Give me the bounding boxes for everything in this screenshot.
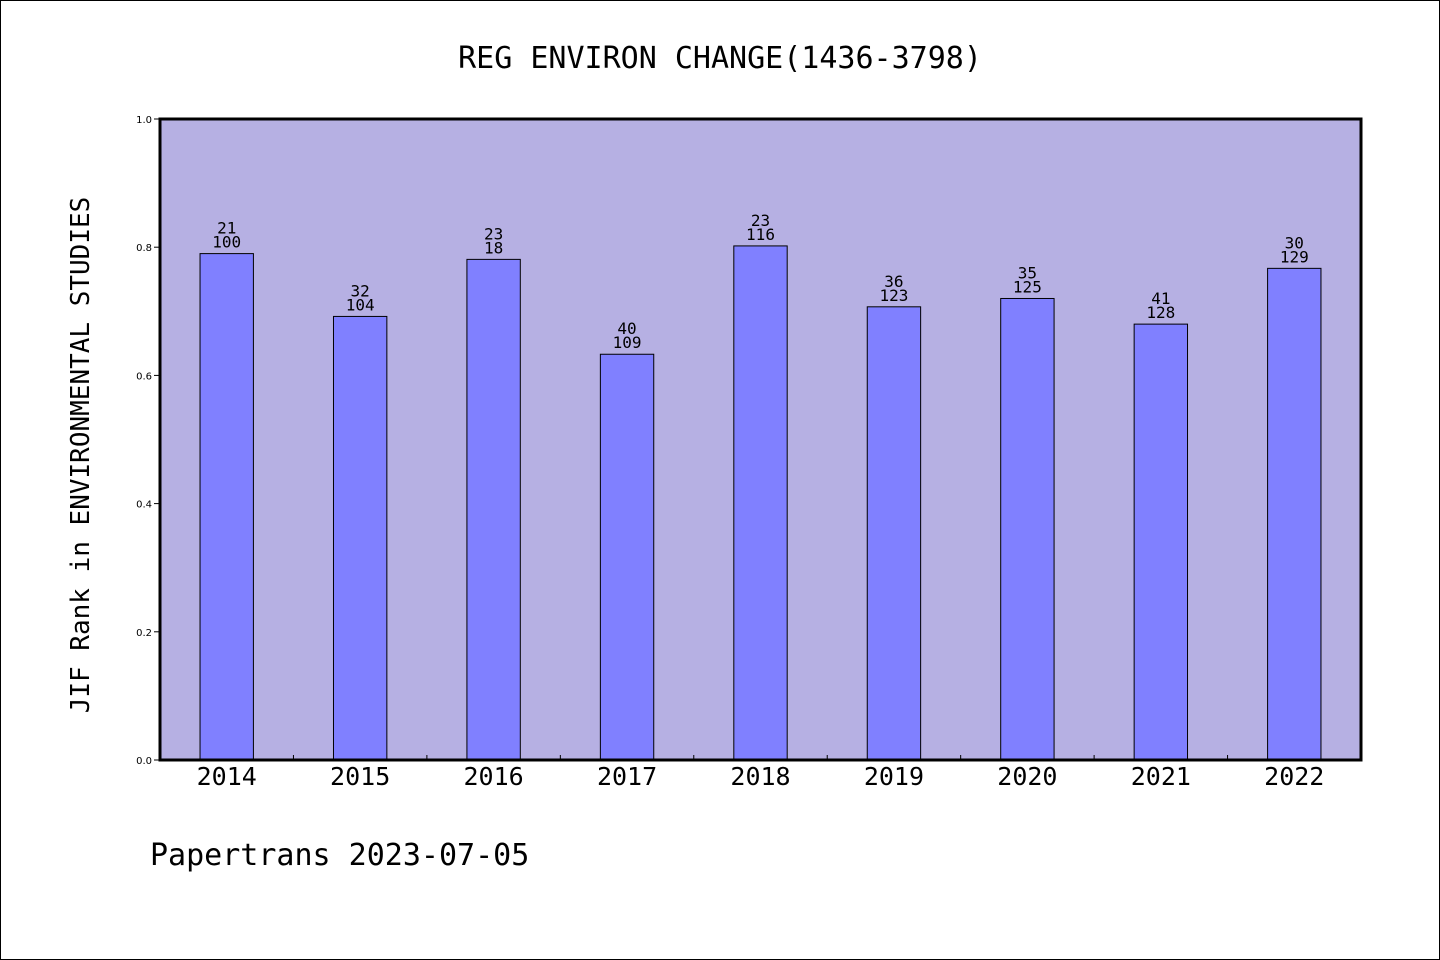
footer-credit: Papertrans 2023-07-05 bbox=[150, 838, 529, 873]
bar-2018 bbox=[733, 245, 788, 761]
bar-label-bottom-2017: 109 bbox=[613, 333, 642, 352]
y-tick-label: 0.4 bbox=[136, 500, 152, 511]
x-tick-label-2022: 2022 bbox=[1264, 762, 1324, 791]
x-tick-label-2014: 2014 bbox=[197, 762, 257, 791]
bar-2022 bbox=[1267, 267, 1322, 761]
y-tick-label: 0.8 bbox=[136, 243, 152, 254]
bar-2017 bbox=[599, 353, 655, 761]
bar-2021 bbox=[1133, 323, 1189, 761]
bar-label-top-2020: 35 bbox=[1018, 263, 1037, 282]
bar-label-bottom-2018: 116 bbox=[746, 225, 775, 244]
bar-2015 bbox=[332, 315, 388, 761]
y-tick-label: 0.0 bbox=[136, 756, 152, 767]
bar-label-bottom-2020: 125 bbox=[1013, 277, 1042, 296]
bar-label-top-2014: 21 bbox=[217, 219, 236, 238]
bar-label-bottom-2016: 18 bbox=[484, 238, 503, 257]
bar-label-top-2015: 32 bbox=[351, 281, 370, 300]
x-tick-label-2017: 2017 bbox=[597, 762, 657, 791]
bar-label-top-2016: 23 bbox=[484, 224, 503, 243]
bar-label-top-2022: 30 bbox=[1285, 233, 1304, 252]
plot-frame bbox=[158, 117, 1363, 762]
x-tick-label-2019: 2019 bbox=[864, 762, 924, 791]
bar-label-top-2018: 23 bbox=[751, 211, 770, 230]
chart-title: REG ENVIRON CHANGE(1436-3798) bbox=[458, 41, 982, 76]
y-tick-label: 1.0 bbox=[136, 115, 152, 126]
bar-label-bottom-2021: 128 bbox=[1146, 303, 1175, 322]
bar-labels: 2110032104231840109231163612335125411283… bbox=[212, 211, 1308, 352]
y-tick-label: 0.6 bbox=[136, 371, 152, 382]
x-tick-label-2020: 2020 bbox=[997, 762, 1057, 791]
bar-2016 bbox=[466, 258, 521, 761]
x-axis-ticks: 2014 2015 2016 2017 2018 2019 2020 2021 2022 bbox=[197, 755, 1324, 791]
bar-label-top-2017: 40 bbox=[617, 319, 636, 338]
bar-label-bottom-2019: 123 bbox=[879, 286, 908, 305]
x-tick-label-2021: 2021 bbox=[1131, 762, 1191, 791]
bar-2020 bbox=[1000, 297, 1055, 761]
y-tick-label: 0.2 bbox=[136, 628, 152, 639]
x-tick-label-2015: 2015 bbox=[330, 762, 390, 791]
bar-label-bottom-2014: 100 bbox=[212, 233, 241, 252]
bar-label-bottom-2022: 129 bbox=[1280, 247, 1309, 266]
bar-2019 bbox=[866, 306, 922, 761]
bar-2014 bbox=[199, 253, 254, 761]
bar-label-top-2021: 41 bbox=[1151, 289, 1170, 308]
bar-label-bottom-2015: 104 bbox=[346, 295, 375, 314]
y-axis-ticks: 0.0 0.2 0.4 0.6 0.8 1.0 bbox=[136, 115, 160, 767]
y-axis-label: JIF Rank in ENVIRONMENTAL STUDIES bbox=[66, 197, 96, 714]
bars bbox=[199, 245, 1322, 761]
x-tick-label-2016: 2016 bbox=[464, 762, 524, 791]
x-tick-label-2018: 2018 bbox=[730, 762, 790, 791]
bar-label-top-2019: 36 bbox=[884, 272, 903, 291]
